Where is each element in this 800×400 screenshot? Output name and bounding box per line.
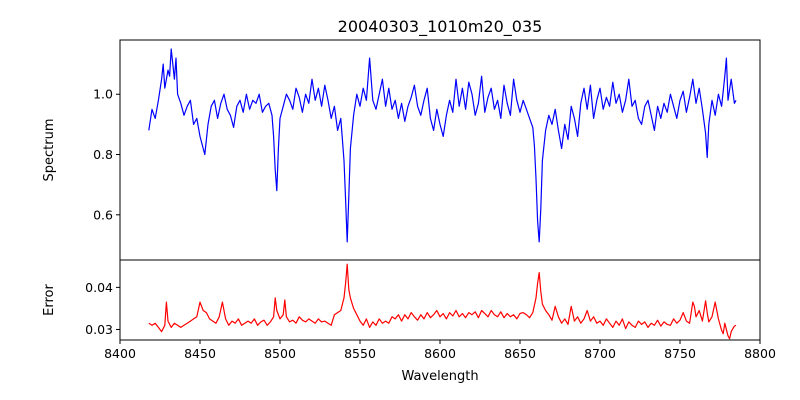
spectrum-y-ticks: 0.6 0.8 1.0 [93, 87, 120, 222]
x-axis-label: Wavelength [401, 369, 478, 384]
x-tick-label: 8500 [264, 346, 296, 361]
x-tick-label: 8550 [344, 346, 376, 361]
x-tick-label: 8600 [424, 346, 456, 361]
spectrum-y-tick-label: 0.6 [93, 207, 113, 222]
error-y-tick-label: 0.03 [85, 322, 113, 337]
error-y-tick-label: 0.04 [85, 280, 113, 295]
error-panel: 0.03 0.04 Error [42, 259, 761, 341]
x-tick-label: 8400 [104, 346, 136, 361]
spectrum-y-axis-label: Spectrum [42, 119, 57, 182]
x-tick-label: 8700 [584, 346, 616, 361]
spectrum-y-tick-label: 0.8 [93, 147, 113, 162]
error-y-ticks: 0.03 0.04 [85, 280, 120, 337]
spectrum-series-line [148, 48, 737, 243]
x-tick-label: 8800 [744, 346, 776, 361]
error-series-line [148, 263, 737, 340]
x-axis-ticks: 8400 8450 8500 8550 8600 8650 8700 8750 8800 [104, 340, 776, 361]
chart-title: 20040303_1010m20_035 [338, 17, 543, 37]
spectrum-y-tick-label: 1.0 [93, 87, 113, 102]
error-y-axis-label: Error [42, 284, 57, 316]
x-tick-label: 8450 [184, 346, 216, 361]
x-tick-label: 8650 [504, 346, 536, 361]
x-tick-label: 8750 [664, 346, 696, 361]
